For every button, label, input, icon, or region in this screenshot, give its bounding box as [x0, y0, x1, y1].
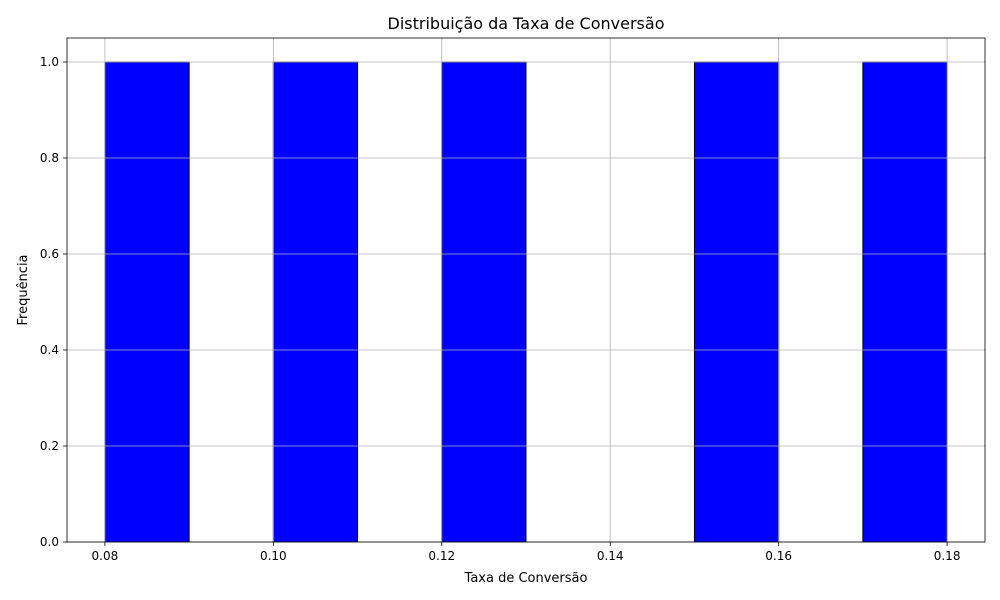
ticks-layer: 0.08 0.10 0.12 0.14 0.16 0.18 0.0 0.2 0.4 0.6 0.8 1… — [40, 55, 961, 563]
histogram-bar-9 — [862, 61, 948, 543]
plot-frame — [66, 37, 986, 543]
x-tick-label-1: 0.10 — [260, 549, 287, 563]
y-tick-label-3: 0.6 — [40, 247, 59, 261]
x-tick-label-0: 0.08 — [92, 549, 119, 563]
x-axis-label: Taxa de Conversão — [464, 571, 588, 586]
chart-title: Distribuição da Taxa de Conversão — [388, 14, 665, 33]
x-tick-label-5: 0.18 — [934, 549, 961, 563]
x-tick-label-4: 0.16 — [765, 549, 792, 563]
histogram-bar-0 — [104, 61, 190, 543]
histogram-bar-4 — [441, 61, 527, 543]
y-tick-label-2: 0.4 — [40, 343, 59, 357]
histogram-bar-7 — [693, 61, 780, 543]
y-tick-label-5: 1.0 — [40, 55, 59, 69]
x-tick-label-2: 0.12 — [428, 549, 455, 563]
y-tick-label-0: 0.0 — [40, 535, 59, 549]
y-tick-label-1: 0.2 — [40, 439, 59, 453]
bars-layer — [104, 61, 948, 543]
histogram-bar-2 — [272, 61, 359, 543]
x-tick-label-3: 0.14 — [597, 549, 624, 563]
y-tick-label-4: 0.8 — [40, 151, 59, 165]
y-axis-label: Frequência — [16, 254, 31, 325]
